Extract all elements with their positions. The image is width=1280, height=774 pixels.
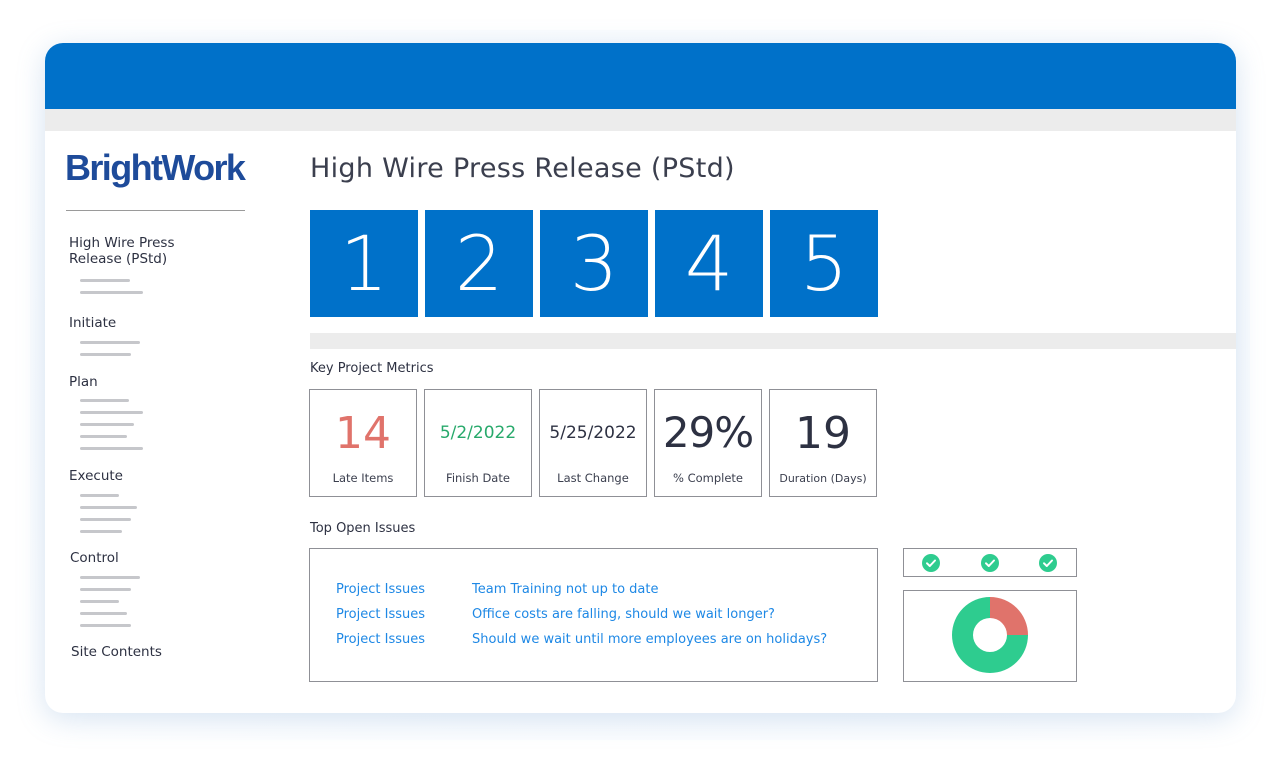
metric-percent-complete[interactable]: 29% % Complete [654, 389, 762, 497]
sidebar-placeholder-line [80, 435, 127, 438]
metric-value: 5/25/2022 [549, 423, 637, 443]
top-bar [45, 43, 1236, 109]
sidebar-placeholder-line [80, 353, 131, 356]
metric-value: 29% [662, 408, 754, 457]
section-divider [310, 333, 1236, 349]
sidebar-placeholder-line [80, 399, 129, 402]
metric-label: Finish Date [446, 471, 510, 485]
sidebar-item-site-contents[interactable]: Site Contents [71, 644, 162, 660]
issue-title-link[interactable]: Should we wait until more employees are … [472, 632, 828, 647]
stage-1-button[interactable]: 1 [310, 210, 418, 317]
sidebar-placeholder-line [80, 600, 119, 603]
stage-2-button[interactable]: 2 [425, 210, 533, 317]
metric-label: Last Change [557, 471, 629, 485]
issue-title-link[interactable]: Team Training not up to date [472, 582, 659, 597]
sidebar-placeholder-line [80, 291, 143, 294]
metrics-heading: Key Project Metrics [310, 361, 434, 376]
metric-value: 19 [795, 408, 851, 459]
metric-last-change[interactable]: 5/25/2022 Last Change [539, 389, 647, 497]
check-circle-icon [1039, 554, 1057, 572]
check-circle-icon [981, 554, 999, 572]
sidebar-placeholder-line [80, 530, 122, 533]
metric-label: Duration (Days) [779, 472, 867, 485]
sidebar-placeholder-line [80, 447, 143, 450]
progress-donut-panel [903, 590, 1077, 682]
sidebar-placeholder-line [80, 279, 130, 282]
metric-value: 5/2/2022 [439, 423, 517, 443]
sidebar-item-initiate[interactable]: Initiate [69, 315, 117, 331]
sidebar-placeholder-line [80, 518, 131, 521]
issues-heading: Top Open Issues [310, 521, 416, 536]
sidebar-item-control[interactable]: Control [70, 550, 119, 566]
sidebar-placeholder-line [80, 624, 131, 627]
donut-segment [990, 597, 1028, 635]
sub-bar [45, 109, 1236, 131]
issue-title-link[interactable]: Office costs are falling, should we wait… [472, 607, 775, 622]
sidebar-placeholder-line [80, 341, 140, 344]
issue-type-link[interactable]: Project Issues [336, 582, 426, 597]
metric-value: 14 [335, 408, 391, 459]
metric-label: % Complete [672, 471, 743, 485]
metric-label: Late Items [332, 471, 394, 485]
stage-5-button[interactable]: 5 [770, 210, 878, 317]
donut-segment [952, 597, 1028, 673]
sidebar-placeholder-line [80, 612, 127, 615]
check-circle-icon [922, 554, 940, 572]
progress-donut-chart [952, 597, 1028, 673]
sidebar-placeholder-line [80, 411, 143, 414]
brightwork-logo[interactable]: BrightWork [65, 147, 246, 188]
stage-3-button[interactable]: 3 [540, 210, 648, 317]
status-checks-panel [903, 548, 1077, 577]
metric-duration[interactable]: 19 Duration (Days) [769, 389, 877, 497]
sidebar-placeholder-line [80, 506, 137, 509]
sidebar-item-plan[interactable]: Plan [69, 374, 98, 390]
issue-type-link[interactable]: Project Issues [336, 607, 426, 622]
stage-4-button[interactable]: 4 [655, 210, 763, 317]
metric-late-items[interactable]: 14 Late Items [309, 389, 417, 497]
metric-finish-date[interactable]: 5/2/2022 Finish Date [424, 389, 532, 497]
issues-panel: Project Issues Team Training not up to d… [309, 548, 878, 682]
sidebar-placeholder-line [80, 588, 131, 591]
issue-type-link[interactable]: Project Issues [336, 632, 426, 647]
sidebar-item-project-home[interactable]: High Wire Press Release (PStd) [69, 235, 175, 267]
sidebar-placeholder-line [80, 576, 140, 579]
sidebar-placeholder-line [80, 494, 119, 497]
app-window: BrightWork High Wire Press Release (PStd… [45, 43, 1236, 713]
sidebar-item-execute[interactable]: Execute [69, 468, 123, 484]
logo-divider [66, 210, 245, 211]
page-title: High Wire Press Release (PStd) [310, 153, 735, 184]
sidebar-placeholder-line [80, 423, 134, 426]
